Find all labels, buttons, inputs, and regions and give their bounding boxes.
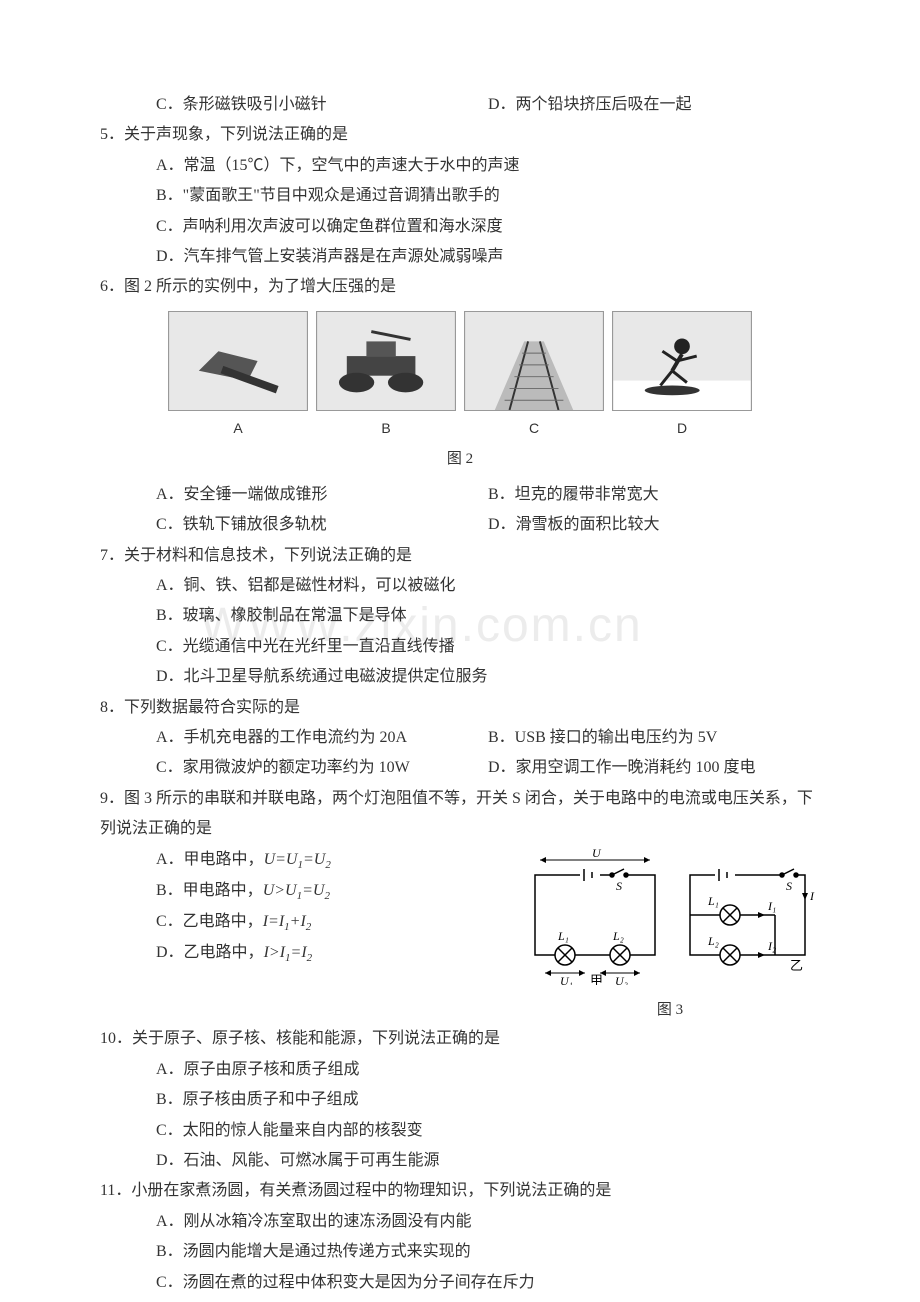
q6-option-b: B．坦克的履带非常宽大 [488,480,820,510]
q9-block: 9．图 3 所示的串联和并联电路，两个灯泡阻值不等，开关 S 闭合，关于电路中的… [100,784,820,1025]
circuit-diagram-icon: U S L₁ L₂ U₁ U₂ S L₁ L₂ I₁ I₂ I 甲 乙 [520,845,820,985]
q7-option-a: A．铜、铁、铝都是磁性材料，可以被磁化 [100,571,820,601]
q8-option-b: B．USB 接口的输出电压约为 5V [488,723,820,753]
q9-a-prefix: A．甲电路中， [156,851,264,868]
q7-option-d: D．北斗卫星导航系统通过电磁波提供定位服务 [100,662,820,692]
q10-option-d: D．石油、风能、可燃冰属于可再生能源 [100,1146,820,1176]
q6-image-c [464,311,604,411]
q4-option-c: C．条形磁铁吸引小磁针 [156,90,488,120]
q6-label-row: A B C D [100,415,820,442]
svg-text:I: I [809,889,815,903]
q10-option-b: B．原子核由质子和中子组成 [100,1085,820,1115]
q6-label-a: A [168,415,308,442]
page-content: C．条形磁铁吸引小磁针 D．两个铅块挤压后吸在一起 5．关于声现象，下列说法正确… [100,90,820,1298]
q8-stem: 8．下列数据最符合实际的是 [100,693,820,723]
svg-text:L₁: L₁ [557,929,569,943]
q5-option-c: C．声呐利用次声波可以确定鱼群位置和海水深度 [100,212,820,242]
q11-stem: 11．小册在家煮汤圆，有关煮汤圆过程中的物理知识，下列说法正确的是 [100,1176,820,1206]
q9-d-prefix: D．乙电路中， [156,944,264,961]
svg-text:I₁: I₁ [767,899,776,913]
q7-stem: 7．关于材料和信息技术，下列说法正确的是 [100,541,820,571]
q6-option-a: A．安全锤一端做成锥形 [156,480,488,510]
svg-text:I₂: I₂ [767,939,776,953]
q7-option-b: B．玻璃、橡胶制品在常温下是导体 [100,601,820,631]
q6-label-c: C [464,415,604,442]
q6-options-ab: A．安全锤一端做成锥形 B．坦克的履带非常宽大 [100,480,820,510]
q7-option-c: C．光缆通信中光在光纤里一直沿直线传播 [100,632,820,662]
q8-options-cd: C．家用微波炉的额定功率约为 10W D．家用空调工作一晚消耗约 100 度电 [100,753,820,783]
q10-option-c: C．太阳的惊人能量来自内部的核裂变 [100,1116,820,1146]
svg-text:L₁: L₁ [707,894,719,908]
q5-option-a: A．常温（15℃）下，空气中的声速大于水中的声速 [100,151,820,181]
q9-b-formula: U>U1=U2 [263,882,330,899]
q6-option-c: C．铁轨下铺放很多轨枕 [156,510,488,540]
svg-text:乙: 乙 [790,958,803,973]
q8-options-ab: A．手机充电器的工作电流约为 20A B．USB 接口的输出电压约为 5V [100,723,820,753]
q9-caption: 图 3 [520,996,820,1025]
q11-option-c: C．汤圆在煮的过程中体积变大是因为分子间存在斥力 [100,1268,820,1298]
q9-d-formula: I>I1=I2 [264,944,313,961]
svg-text:L₂: L₂ [707,934,719,948]
q11-option-a: A．刚从冰箱冷冻室取出的速冻汤圆没有内能 [100,1207,820,1237]
q6-options-cd: C．铁轨下铺放很多轨枕 D．滑雪板的面积比较大 [100,510,820,540]
q6-caption: 图 2 [100,445,820,474]
q9-c-formula: I=I1+I2 [263,913,312,930]
q8-option-c: C．家用微波炉的额定功率约为 10W [156,753,488,783]
q6-option-d: D．滑雪板的面积比较大 [488,510,820,540]
q5-stem: 5．关于声现象，下列说法正确的是 [100,120,820,150]
svg-text:S: S [616,879,622,893]
q8-option-a: A．手机充电器的工作电流约为 20A [156,723,488,753]
svg-text:U₂: U₂ [615,974,628,985]
q6-image-b [316,311,456,411]
q6-stem: 6．图 2 所示的实例中，为了增大压强的是 [100,272,820,302]
q9-a-formula: U=U1=U2 [264,851,331,868]
svg-text:S: S [786,879,792,893]
q10-stem: 10．关于原子、原子核、核能和能源，下列说法正确的是 [100,1024,820,1054]
q6-image-d [612,311,752,411]
q9-c-prefix: C．乙电路中， [156,913,263,930]
svg-text:U: U [592,846,602,860]
q5-option-b: B．"蒙面歌王"节目中观众是通过音调猜出歌手的 [100,181,820,211]
q11-option-b: B．汤圆内能增大是通过热传递方式来实现的 [100,1237,820,1267]
q6-label-b: B [316,415,456,442]
q10-option-a: A．原子由原子核和质子组成 [100,1055,820,1085]
q6-label-d: D [612,415,752,442]
svg-text:U₁: U₁ [560,974,573,985]
svg-text:L₂: L₂ [612,929,624,943]
q6-image-a [168,311,308,411]
q9-stem: 9．图 3 所示的串联和并联电路，两个灯泡阻值不等，开关 S 闭合，关于电路中的… [100,784,820,845]
svg-text:甲: 甲 [590,973,603,985]
q4-options-cd: C．条形磁铁吸引小磁针 D．两个铅块挤压后吸在一起 [100,90,820,120]
q4-option-d: D．两个铅块挤压后吸在一起 [488,90,820,120]
q9-b-prefix: B．甲电路中， [156,882,263,899]
q9-circuit-figure: U S L₁ L₂ U₁ U₂ S L₁ L₂ I₁ I₂ I 甲 乙 [520,845,820,1025]
q6-image-row [100,311,820,411]
q8-option-d: D．家用空调工作一晚消耗约 100 度电 [488,753,820,783]
q5-option-d: D．汽车排气管上安装消声器是在声源处减弱噪声 [100,242,820,272]
